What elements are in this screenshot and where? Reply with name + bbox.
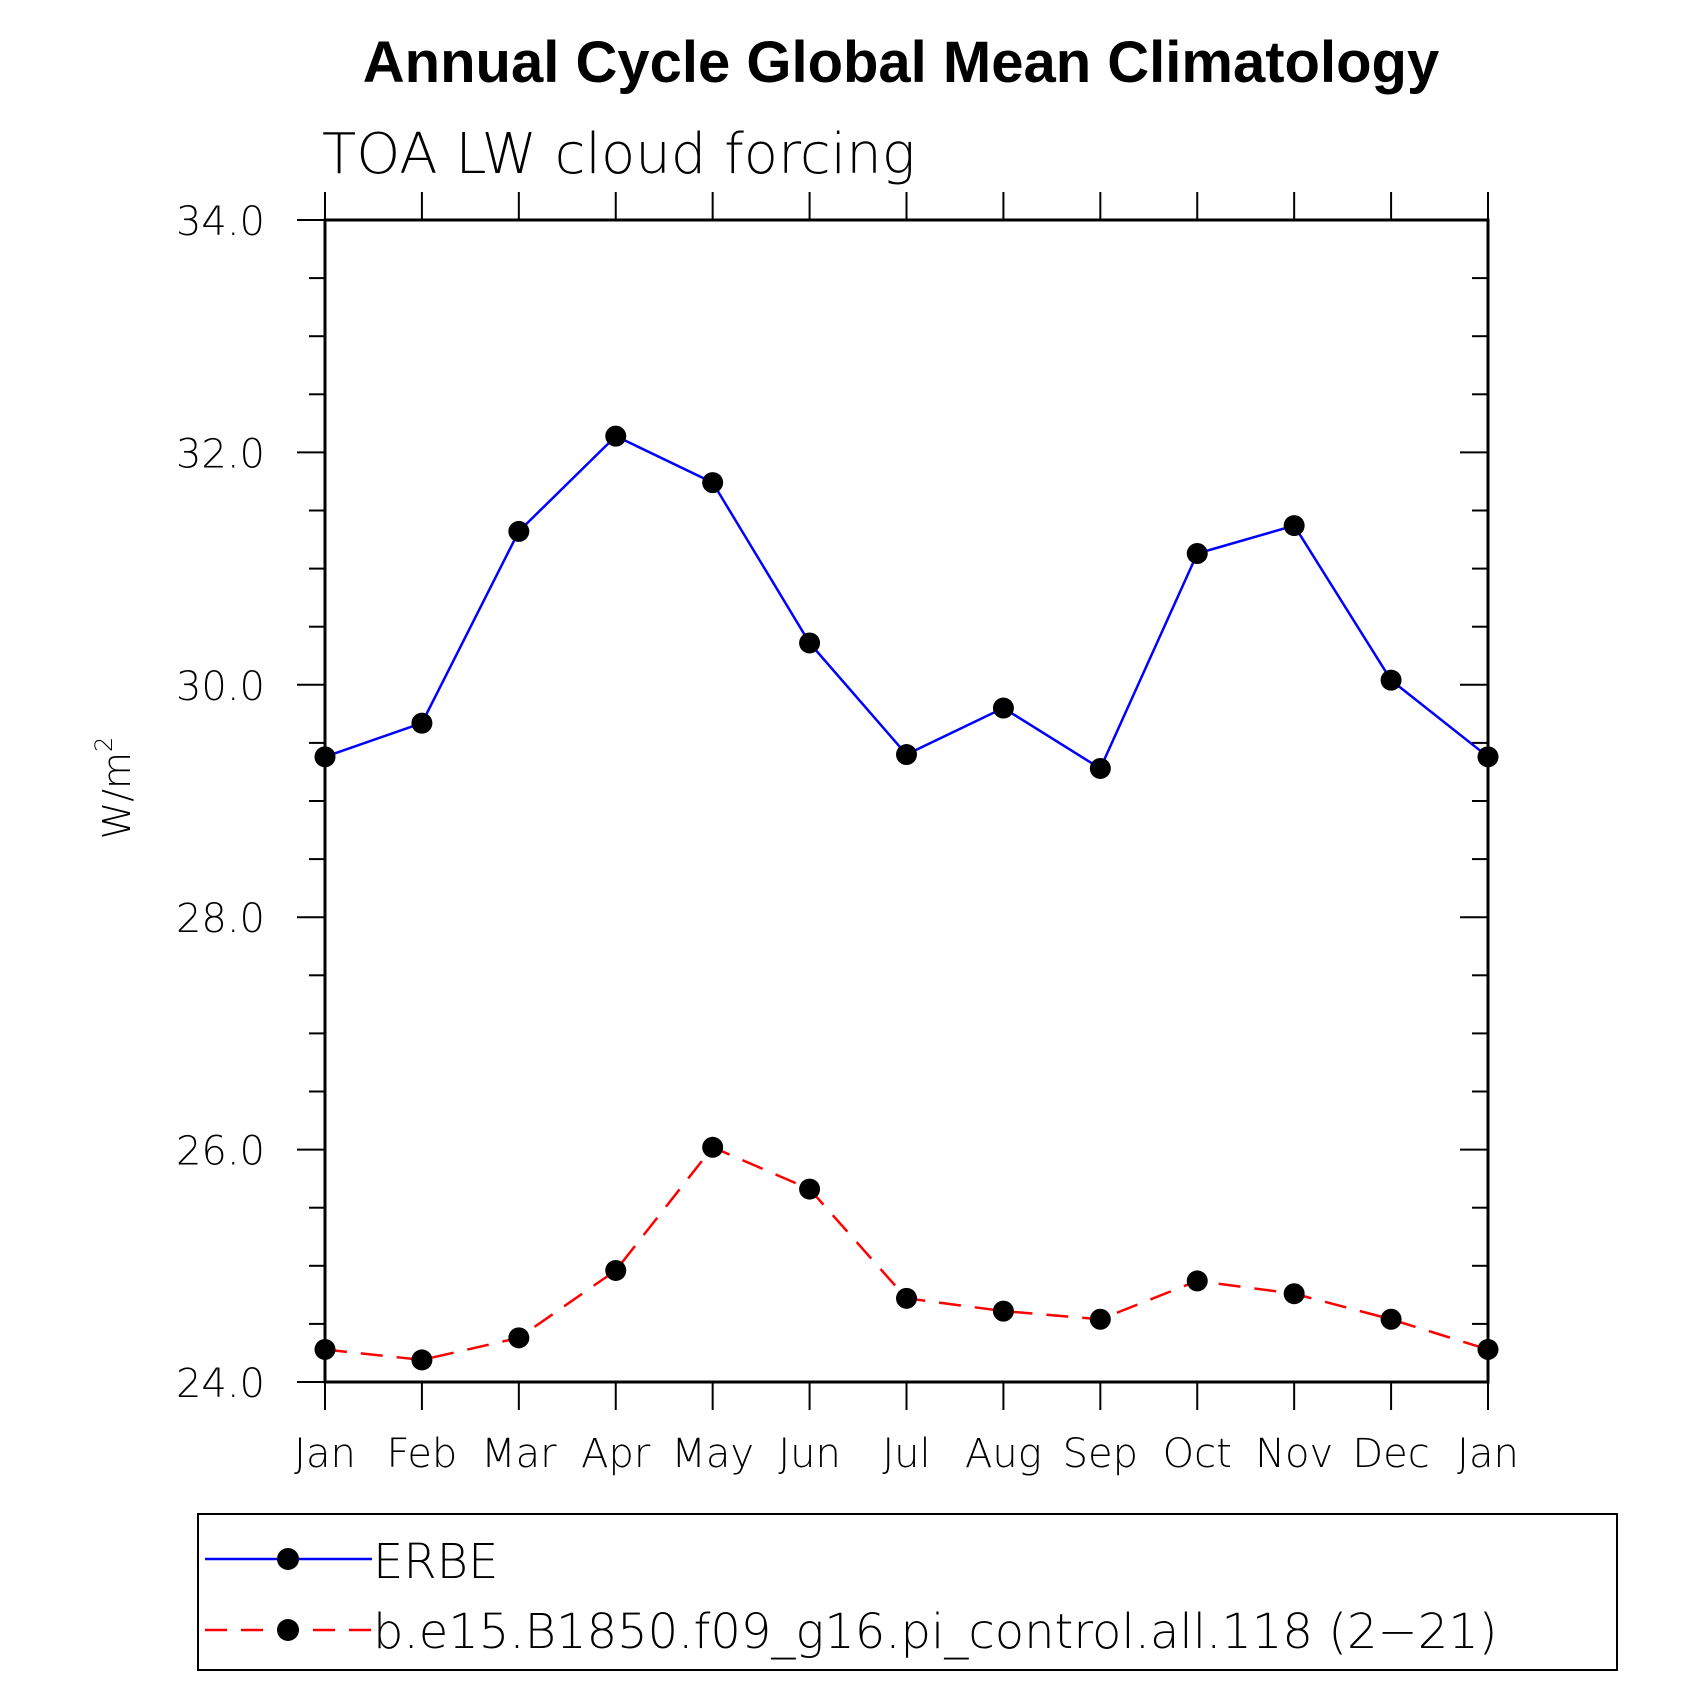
series-0-point [1283,515,1305,537]
series-0-point [702,472,724,494]
series-0-point [1089,757,1111,779]
y-tick-label: 26.0 [176,1129,265,1175]
series-1-point [508,1327,530,1349]
series-0-point [896,744,917,766]
y-axis-label-text: W/m [95,752,139,839]
legend-box [197,1513,1618,1671]
series-layer [314,425,1499,1371]
series-0-point [1186,542,1208,564]
series-1-point [896,1287,917,1309]
series-1-point [702,1136,724,1158]
x-tick-label: Jan [294,1431,356,1477]
y-axis-label: W/m2 [90,737,139,840]
y-tick-label: 30.0 [176,664,265,710]
series-0-point [508,520,530,542]
y-tick-label: 24.0 [176,1361,265,1407]
series-1-point [992,1300,1014,1322]
series-1-point [1186,1270,1208,1292]
x-tick-label: Jul [882,1431,930,1477]
series-0-point [411,712,433,734]
series-1-point [799,1178,821,1200]
series-1-point [1089,1308,1111,1330]
x-tick-label: Feb [387,1431,458,1477]
y-axis-label-superscript: 2 [90,737,118,752]
legend-model-marker [277,1619,299,1641]
series-line-1 [324,1146,1489,1362]
series-0-point [1380,669,1402,691]
y-tick-label: 32.0 [176,431,265,477]
series-line-0 [324,434,1489,770]
y-tick-label: 34.0 [176,199,265,245]
x-tick-label: Oct [1163,1431,1232,1477]
chart-subtitle: TOA LW cloud forcing [322,122,915,187]
x-tick-label: Aug [965,1431,1042,1477]
x-tick-label: Apr [581,1431,651,1477]
legend-model-label: b.e15.B1850.f09_g16.pi_control.all.118 (… [373,1604,1498,1660]
series-0-point [799,632,821,654]
series-1-point [411,1349,433,1371]
legend-erbe-marker [277,1548,299,1570]
x-tick-label: Sep [1063,1431,1138,1477]
legend-erbe-label: ERBE [373,1534,498,1590]
svg-text:W/m2: W/m2 [90,737,139,840]
series-1-point [1283,1283,1305,1305]
plot-frame [323,218,1490,1384]
y-tick-label: 28.0 [176,896,265,942]
axis-ticks: 34.0 32.0 30.0 28.0 26.0 24.0 Jan Feb Mar Apr May J… [176,192,1519,1477]
x-tick-label: Mar [481,1431,557,1477]
legend: ERBE b.e15.B1850.f09_g16.pi_control.all.… [197,1513,1618,1671]
x-tick-label: Jan [1457,1431,1519,1477]
series-0-point [605,425,627,447]
x-tick-label: Nov [1255,1431,1333,1477]
series-0-point [992,697,1014,719]
x-tick-label: Dec [1352,1431,1429,1477]
x-tick-label: May [671,1431,754,1477]
series-1-point [605,1259,627,1281]
chart-title: Annual Cycle Global Mean Climatology [363,30,1439,95]
x-tick-label: Jun [778,1431,841,1477]
series-1-point [1380,1308,1402,1330]
